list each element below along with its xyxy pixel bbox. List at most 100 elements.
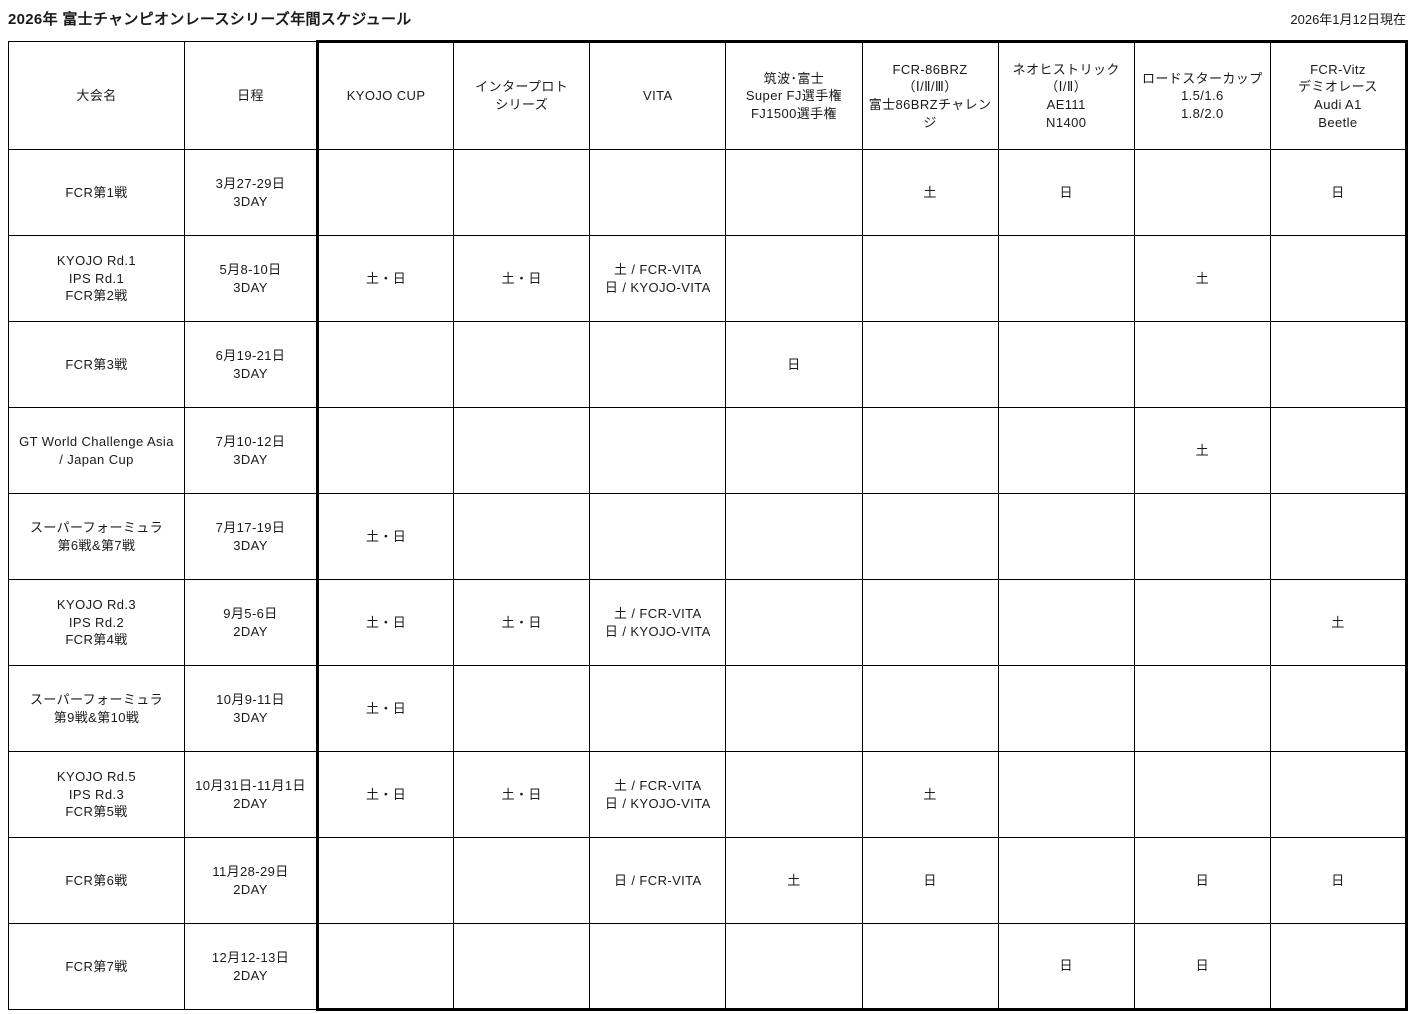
- column-header: 筑波･富士 Super FJ選手権 FJ1500選手権: [725, 40, 863, 150]
- column-header: インタープロト シリーズ: [453, 40, 591, 150]
- title-bar: 2026年 富士チャンピオンレースシリーズ年間スケジュール 2026年1月12日…: [8, 8, 1406, 29]
- schedule-cell: [1133, 579, 1271, 666]
- date-cell: 5月8-10日 3DAY: [184, 235, 318, 322]
- schedule-cell: [589, 665, 727, 752]
- schedule-cell: [861, 579, 999, 666]
- schedule-cell: [453, 493, 591, 580]
- schedule-cell: 日: [1133, 923, 1271, 1011]
- schedule-cell: [453, 321, 591, 408]
- table-row: スーパーフォーミュラ 第9戦&第10戦 10月9-11日 3DAY 土・日: [8, 665, 1409, 752]
- event-name-cell: FCR第1戦: [8, 149, 185, 236]
- schedule-cell: 日: [1269, 149, 1409, 236]
- schedule-cell: [997, 837, 1135, 924]
- column-header: ネオヒストリック （Ⅰ/Ⅱ） AE111 N1400: [997, 40, 1135, 150]
- schedule-cell: [1133, 493, 1271, 580]
- column-header: 日程: [184, 41, 318, 150]
- schedule-cell: [997, 235, 1135, 322]
- schedule-cell: [315, 149, 455, 236]
- date-cell: 10月31日-11月1日 2DAY: [184, 751, 318, 838]
- schedule-cell: 土・日: [453, 751, 591, 838]
- table-row: KYOJO Rd.3 IPS Rd.2 FCR第4戦 9月5-6日 2DAY 土・日…: [8, 579, 1409, 666]
- schedule-cell: [453, 665, 591, 752]
- schedule-cell: [1269, 751, 1409, 838]
- schedule-cell: [725, 235, 863, 322]
- column-header: 大会名: [8, 41, 185, 150]
- table-row: KYOJO Rd.5 IPS Rd.3 FCR第5戦 10月31日-11月1日 2…: [8, 751, 1409, 838]
- schedule-cell: [997, 407, 1135, 494]
- event-name-cell: GT World Challenge Asia / Japan Cup: [8, 407, 185, 494]
- table-row: スーパーフォーミュラ 第6戦&第7戦 7月17-19日 3DAY 土・日: [8, 493, 1409, 580]
- date-cell: 6月19-21日 3DAY: [184, 321, 318, 408]
- schedule-cell: [1269, 665, 1409, 752]
- table-row: KYOJO Rd.1 IPS Rd.1 FCR第2戦 5月8-10日 3DAY 土・…: [8, 235, 1409, 322]
- event-name-cell: スーパーフォーミュラ 第9戦&第10戦: [8, 665, 185, 752]
- schedule-cell: [589, 321, 727, 408]
- schedule-cell: [1269, 235, 1409, 322]
- schedule-cell: 土・日: [453, 235, 591, 322]
- schedule-cell: [997, 751, 1135, 838]
- schedule-cell: [861, 407, 999, 494]
- column-header: ロードスターカップ 1.5/1.6 1.8/2.0: [1133, 40, 1271, 150]
- schedule-cell: 日: [1269, 837, 1409, 924]
- date-cell: 3月27-29日 3DAY: [184, 149, 318, 236]
- date-cell: 11月28-29日 2DAY: [184, 837, 318, 924]
- schedule-cell: 日: [997, 923, 1135, 1011]
- schedule-cell: [997, 321, 1135, 408]
- schedule-cell: [589, 493, 727, 580]
- date-cell: 12月12-13日 2DAY: [184, 923, 318, 1010]
- schedule-cell: 土 / FCR-VITA 日 / KYOJO-VITA: [589, 579, 727, 666]
- header-row: 大会名 日程 KYOJO CUP インタープロト シリーズ VITA 筑波･富士 Supe…: [8, 40, 1409, 150]
- schedule-cell: 日: [1133, 837, 1271, 924]
- schedule-cell: 日 / FCR-VITA: [589, 837, 727, 924]
- schedule-cell: [315, 407, 455, 494]
- schedule-cell: [997, 493, 1135, 580]
- schedule-cell: [1269, 493, 1409, 580]
- table-row: FCR第3戦 6月19-21日 3DAY 日: [8, 321, 1409, 408]
- schedule-cell: [315, 837, 455, 924]
- column-header: VITA: [589, 40, 727, 150]
- event-name-cell: FCR第3戦: [8, 321, 185, 408]
- schedule-cell: [453, 837, 591, 924]
- page-title: 2026年 富士チャンピオンレースシリーズ年間スケジュール: [8, 11, 412, 28]
- schedule-cell: 日: [861, 837, 999, 924]
- schedule-cell: 土 / FCR-VITA 日 / KYOJO-VITA: [589, 751, 727, 838]
- schedule-cell: 土・日: [315, 579, 455, 666]
- schedule-cell: [589, 149, 727, 236]
- schedule-cell: [1269, 321, 1409, 408]
- schedule-cell: 土: [1133, 235, 1271, 322]
- table-row: FCR第1戦 3月27-29日 3DAY 土日日: [8, 149, 1409, 236]
- schedule-cell: 土・日: [453, 579, 591, 666]
- schedule-cell: 土・日: [315, 493, 455, 580]
- event-name-cell: KYOJO Rd.3 IPS Rd.2 FCR第4戦: [8, 579, 185, 666]
- schedule-cell: [725, 579, 863, 666]
- schedule-cell: [1133, 321, 1271, 408]
- date-cell: 9月5-6日 2DAY: [184, 579, 318, 666]
- schedule-cell: [1133, 149, 1271, 236]
- event-name-cell: FCR第7戦: [8, 923, 185, 1010]
- schedule-cell: [725, 923, 863, 1011]
- schedule-cell: [861, 235, 999, 322]
- schedule-cell: [453, 407, 591, 494]
- date-cell: 10月9-11日 3DAY: [184, 665, 318, 752]
- schedule-cell: 日: [725, 321, 863, 408]
- schedule-cell: 日: [997, 149, 1135, 236]
- schedule-cell: 土・日: [315, 235, 455, 322]
- table-row: FCR第6戦 11月28-29日 2DAY 日 / FCR-VITA 土日日日: [8, 837, 1409, 924]
- schedule-cell: 土: [725, 837, 863, 924]
- schedule-cell: 土: [861, 149, 999, 236]
- schedule-cell: [861, 321, 999, 408]
- schedule-cell: [315, 923, 455, 1011]
- table-row: GT World Challenge Asia / Japan Cup 7月10-…: [8, 407, 1409, 494]
- schedule-cell: 土・日: [315, 751, 455, 838]
- column-header: FCR-Vitz デミオレース Audi A1 Beetle: [1269, 40, 1409, 150]
- column-header: FCR-86BRZ （Ⅰ/Ⅱ/Ⅲ） 富士86BRZチャレンジ: [861, 40, 999, 150]
- schedule-cell: 土 / FCR-VITA 日 / KYOJO-VITA: [589, 235, 727, 322]
- schedule-cell: [997, 665, 1135, 752]
- schedule-cell: [589, 407, 727, 494]
- schedule-cell: 土・日: [315, 665, 455, 752]
- schedule-cell: 土: [861, 751, 999, 838]
- schedule-table: 大会名 日程 KYOJO CUP インタープロト シリーズ VITA 筑波･富士 Supe…: [8, 40, 1409, 1011]
- date-cell: 7月17-19日 3DAY: [184, 493, 318, 580]
- column-header: KYOJO CUP: [315, 40, 455, 150]
- schedule-cell: 土: [1133, 407, 1271, 494]
